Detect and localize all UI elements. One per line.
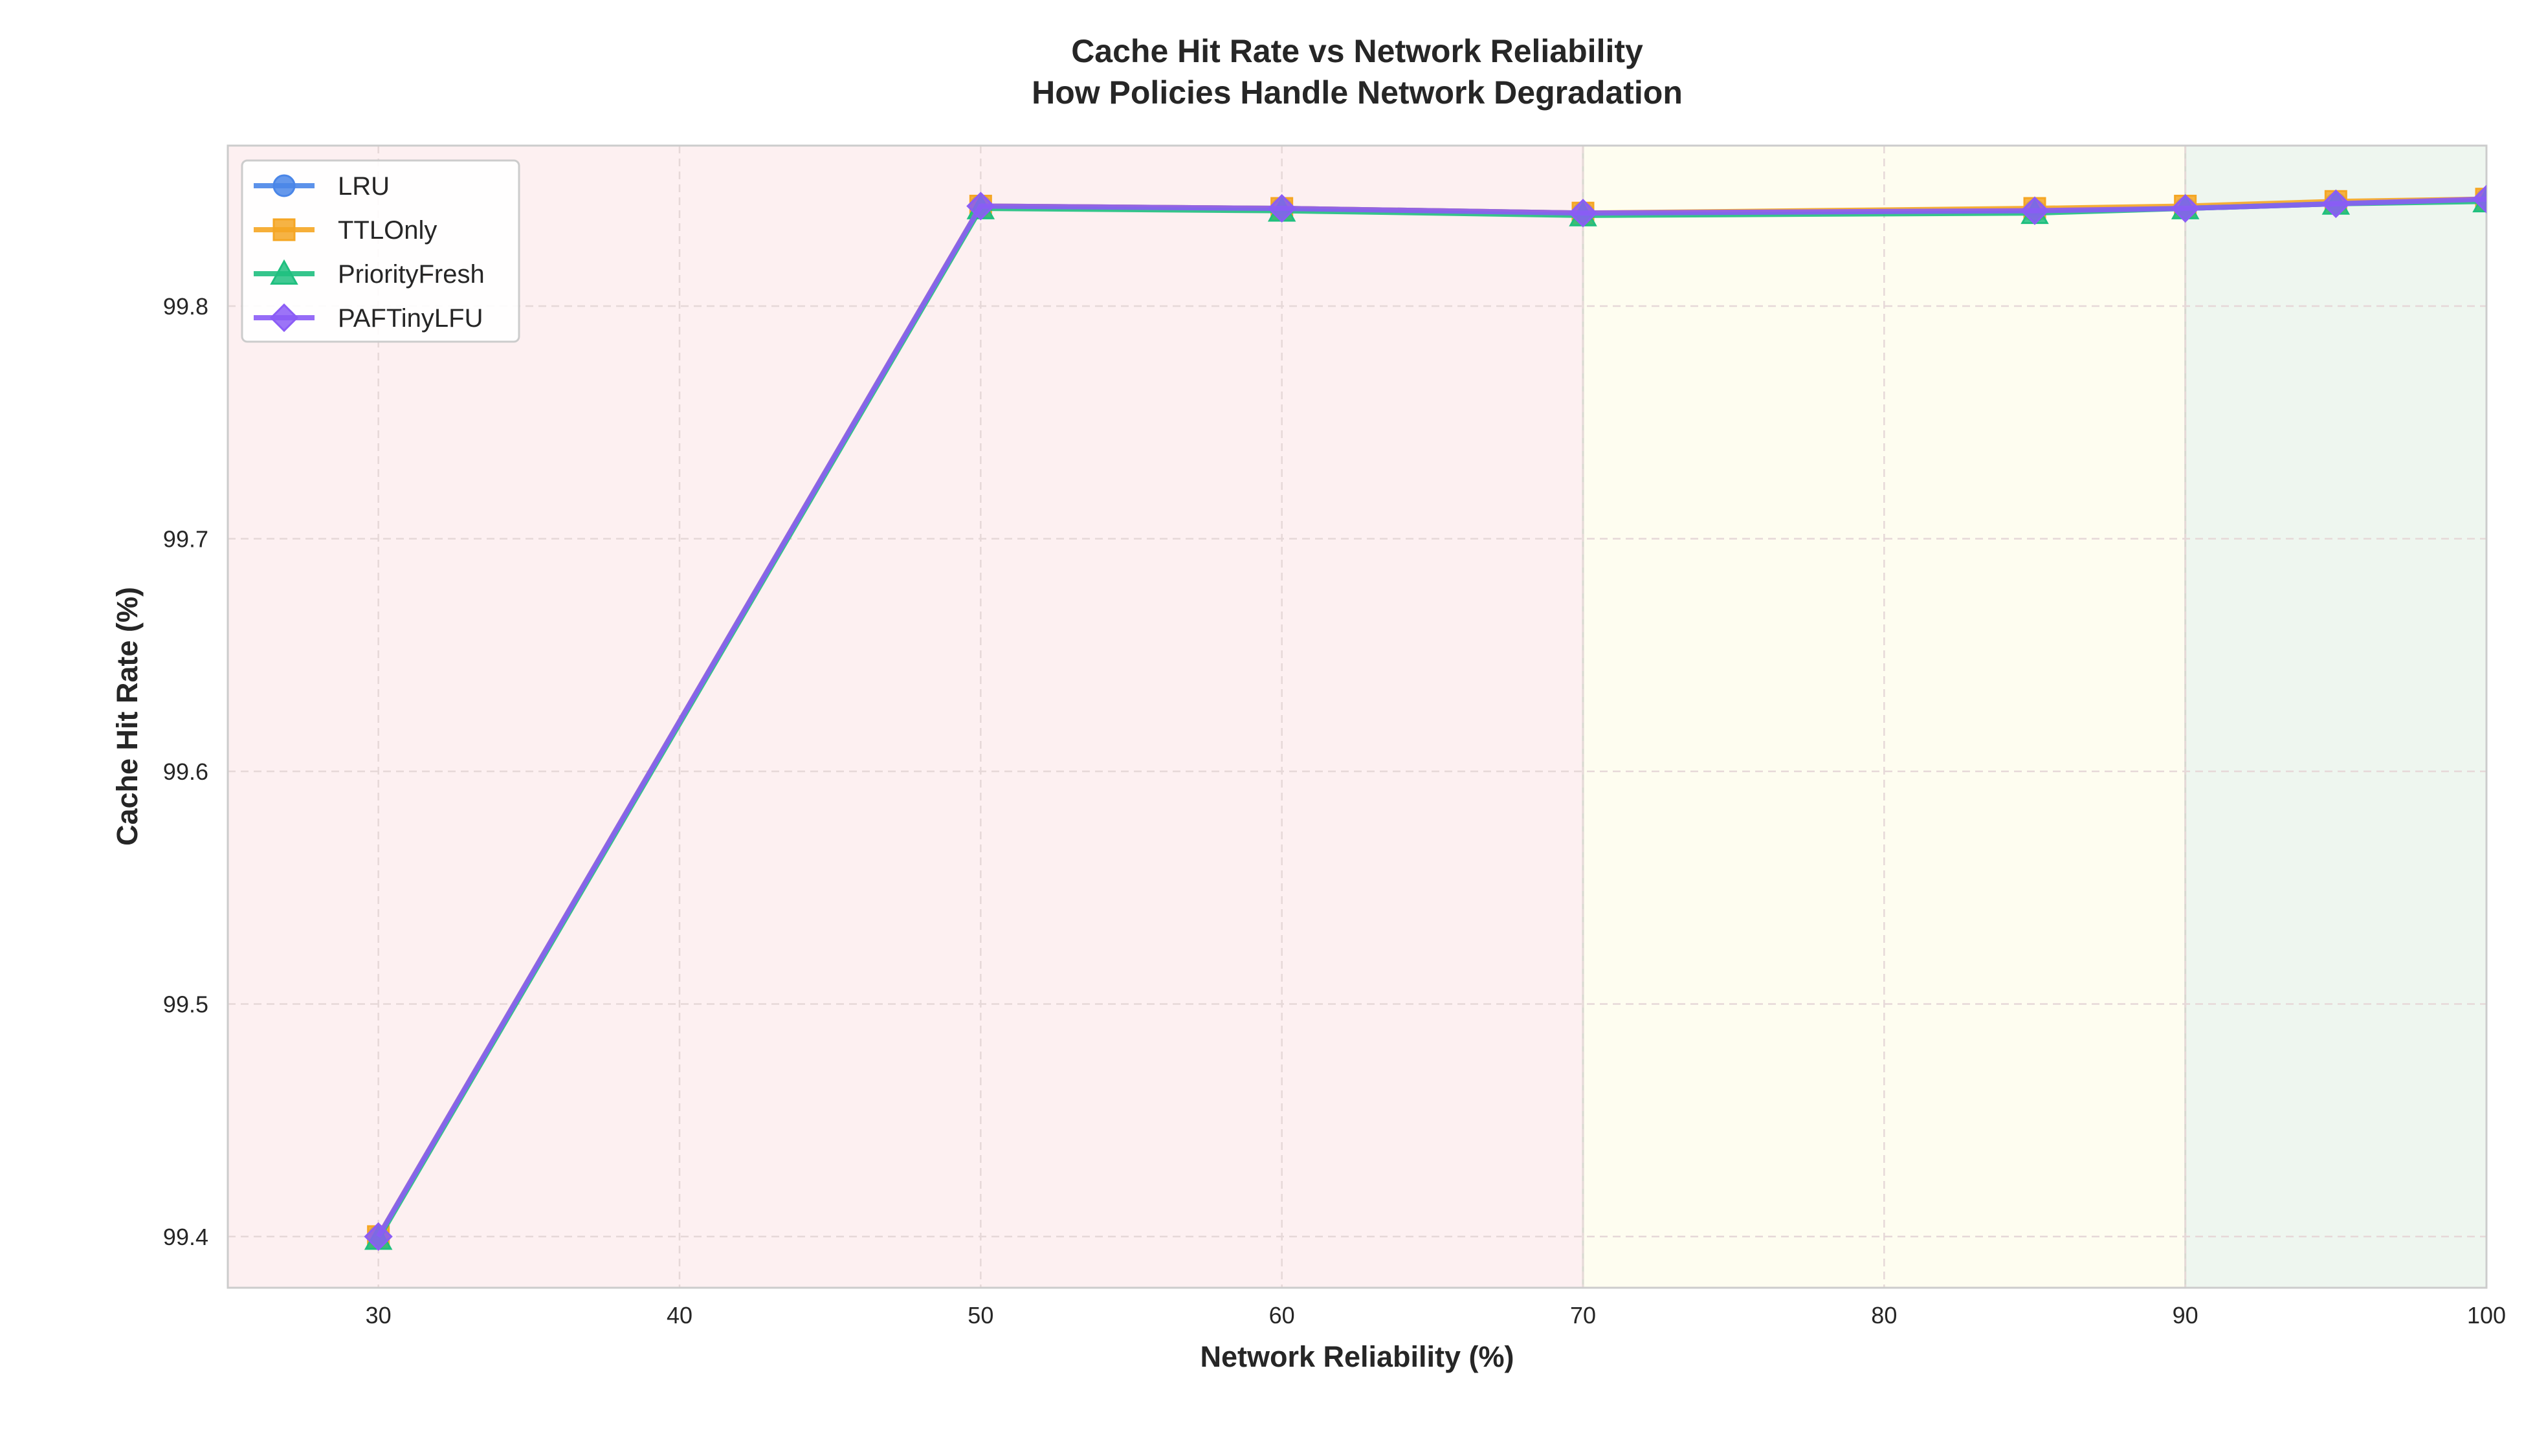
y-tick-label: 99.8	[163, 293, 208, 320]
y-axis-label: Cache Hit Rate (%)	[111, 587, 144, 846]
legend-label-ttlonly: TTLOnly	[338, 216, 437, 245]
x-tick-label: 100	[2467, 1302, 2506, 1329]
y-tick-label: 99.6	[163, 758, 208, 785]
x-tick-label: 50	[968, 1302, 993, 1329]
tick-labels: 30 40 50 60 70 80 90 100 99.4 99.5 99.6 99.7 99.8	[163, 293, 2506, 1329]
data-point-paftinylfu	[1568, 199, 1598, 228]
data-point-paftinylfu	[2321, 189, 2351, 218]
legend-label-lru: LRU	[338, 172, 390, 201]
legend-label-priorityfresh: PriorityFresh	[338, 260, 485, 289]
series-line-paftinylfu	[376, 196, 2486, 1238]
legend-marker-paftinylfu	[269, 303, 299, 333]
y-tick-label: 99.7	[163, 526, 208, 553]
y-tick-label: 99.4	[163, 1224, 208, 1250]
x-tick-label: 40	[667, 1302, 692, 1329]
series-group	[364, 184, 2486, 1252]
legend-label-paftinylfu: PAFTinyLFU	[338, 304, 483, 333]
x-tick-label: 90	[2173, 1302, 2198, 1329]
legend-item-ttlonly: TTLOnly	[254, 216, 437, 245]
series-paftinylfu	[364, 184, 2486, 1252]
chart-title: Cache Hit Rate vs Network Reliability	[1071, 33, 1643, 69]
legend-item-priorityfresh: PriorityFresh	[254, 259, 485, 289]
legend-box	[241, 159, 520, 343]
x-tick-label: 70	[1570, 1302, 1596, 1329]
legend: LRU TTLOnly PriorityFresh PAFTinyLFU	[241, 159, 520, 343]
legend-marker-lru	[272, 174, 296, 197]
x-axis-label: Network Reliability (%)	[1200, 1340, 1514, 1373]
y-tick-label: 99.5	[163, 991, 208, 1017]
x-tick-label: 30	[366, 1302, 392, 1329]
legend-marker-priorityfresh	[270, 259, 298, 285]
region-band-2	[2185, 146, 2486, 1288]
plot-frame	[227, 144, 2488, 1289]
reliability-regions	[228, 146, 2486, 1288]
data-point-paftinylfu	[966, 192, 995, 221]
data-point-paftinylfu	[364, 1222, 393, 1252]
legend-item-lru: LRU	[254, 172, 390, 201]
chart-subtitle: How Policies Handle Network Degradation	[1032, 74, 1683, 111]
legend-item-paftinylfu: PAFTinyLFU	[254, 303, 483, 333]
x-tick-label: 80	[1871, 1302, 1897, 1329]
data-point-paftinylfu	[2020, 196, 2050, 225]
grid-lines	[228, 146, 2488, 1288]
x-tick-label: 60	[1269, 1302, 1295, 1329]
data-point-paftinylfu	[2171, 193, 2200, 223]
data-point-paftinylfu	[2472, 184, 2486, 214]
data-point-paftinylfu	[1267, 193, 1296, 223]
legend-marker-ttlonly	[272, 218, 296, 241]
